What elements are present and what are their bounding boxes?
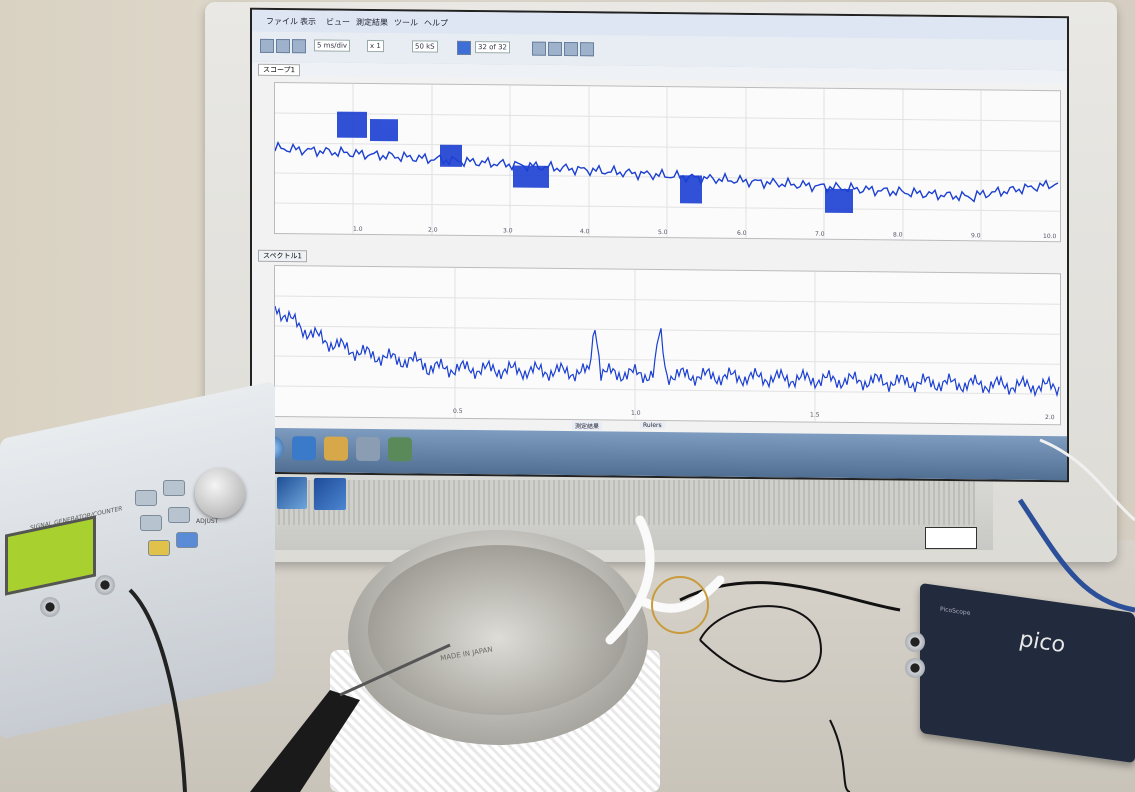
cable (128, 588, 187, 792)
spectrum-plot[interactable]: 0.5 1.0 1.5 2.0 (274, 264, 1061, 426)
spectrum-trace (274, 305, 1060, 398)
signal-burst (370, 118, 398, 142)
probe-rod (339, 643, 451, 697)
signal-burst (337, 111, 367, 138)
picoscope-device: PicoScope pico (920, 582, 1135, 764)
generator-button[interactable] (168, 507, 190, 523)
bnc-connector[interactable] (905, 658, 925, 678)
cable (699, 605, 822, 683)
bnc-connector[interactable] (905, 632, 925, 652)
scope-trace (274, 141, 1059, 203)
clamp-stand (250, 690, 360, 792)
scope-trace-svg (274, 83, 1060, 241)
spectrum-svg (274, 267, 1060, 422)
signal-burst (680, 175, 702, 204)
device-subtitle: PicoScope (940, 605, 971, 617)
cable (1039, 438, 1135, 522)
windows-sticker (277, 477, 307, 509)
bowl-interior (368, 545, 628, 715)
knob-label: ADJUST (196, 518, 219, 525)
right-arrow-button[interactable] (163, 480, 185, 496)
adjust-knob[interactable] (195, 468, 245, 518)
cable (1017, 498, 1135, 613)
bnc-connector[interactable] (95, 575, 115, 595)
scope-plot[interactable]: 1.0 2.0 3.0 4.0 5.0 6.0 7.0 8.0 9.0 10.0 (274, 81, 1061, 243)
generator-button[interactable] (176, 532, 198, 548)
left-arrow-button[interactable] (135, 490, 157, 506)
probe-holder (605, 515, 725, 645)
speaker-grille (275, 480, 975, 525)
generator-button[interactable] (148, 540, 170, 556)
coil-wire (651, 576, 709, 634)
energy-sticker (925, 527, 977, 549)
generator-button[interactable] (140, 515, 162, 531)
bnc-connector[interactable] (40, 597, 60, 617)
windows-logo-sticker (314, 478, 346, 510)
signal-burst (440, 144, 462, 167)
signal-burst (513, 165, 549, 188)
monitor-screen: ファイル 表示 ビュー 測定結果 ツール ヘルプ 5 ms/div x 1 50… (250, 7, 1069, 483)
device-brand: pico (1019, 626, 1065, 659)
signal-burst (825, 188, 853, 214)
cable (829, 719, 851, 792)
